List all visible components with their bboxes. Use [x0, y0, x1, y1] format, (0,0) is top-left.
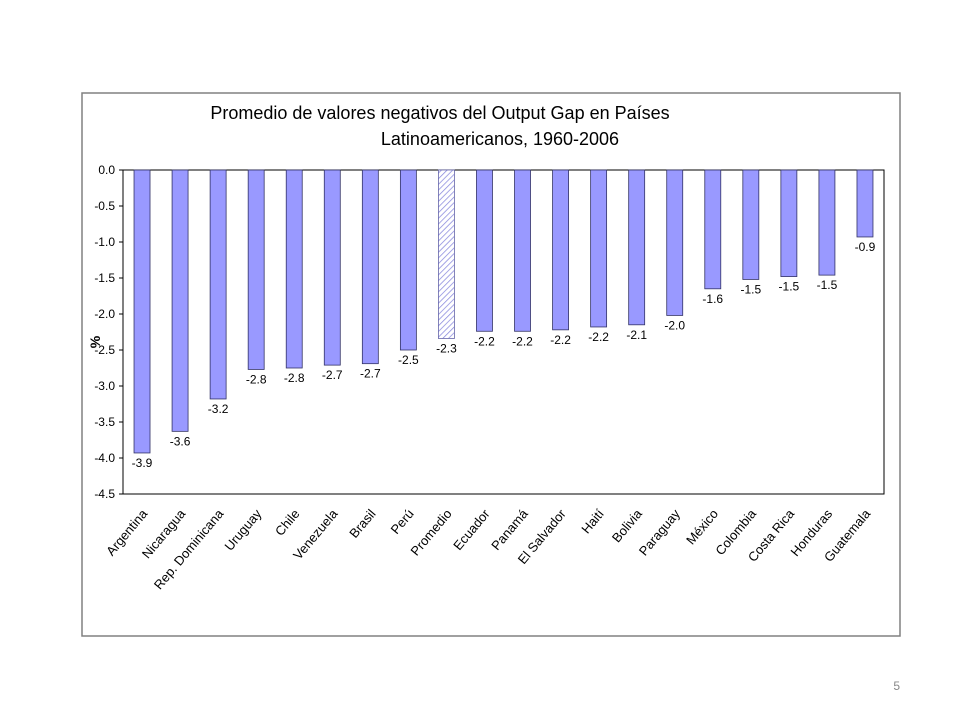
- bar: [247, 169, 265, 370]
- y-tick-label: -3.5: [94, 415, 115, 429]
- bar: [742, 169, 760, 280]
- value-label: -1.5: [817, 278, 838, 292]
- y-tick-label: 0.0: [98, 163, 115, 177]
- bar: [438, 169, 455, 339]
- y-tick-label: -0.5: [94, 199, 115, 213]
- value-label: -2.1: [626, 328, 647, 342]
- value-label: -1.6: [702, 292, 723, 306]
- value-label: -3.2: [208, 402, 229, 416]
- page-number: 5: [893, 679, 900, 693]
- value-label: -2.2: [474, 334, 495, 348]
- value-label: -3.6: [170, 434, 191, 448]
- value-label: -2.2: [550, 333, 571, 347]
- value-label: -1.5: [740, 282, 761, 296]
- bar: [514, 169, 531, 332]
- bar: [552, 169, 569, 331]
- y-tick-label: -4.5: [94, 487, 115, 501]
- y-tick-label: -1.0: [94, 235, 115, 249]
- chart-title: Promedio de valores negativos del Output…: [210, 103, 669, 123]
- y-tick-label: -4.0: [94, 451, 115, 465]
- bar: [399, 169, 417, 351]
- y-axis-label: %: [87, 335, 103, 348]
- bar: [476, 169, 493, 332]
- bar: [856, 169, 874, 238]
- bar: [590, 169, 608, 328]
- y-tick-label: -3.0: [94, 379, 115, 393]
- value-label: -2.7: [360, 367, 381, 381]
- bar: [323, 169, 341, 366]
- value-label: -2.5: [398, 353, 419, 367]
- bar: [209, 169, 227, 400]
- value-label: -0.9: [855, 240, 876, 254]
- y-tick-label: -1.5: [94, 271, 115, 285]
- bar: [285, 169, 303, 369]
- y-tick-label: -2.0: [94, 307, 115, 321]
- bar: [780, 169, 798, 277]
- y-tick-label: -2.5: [94, 343, 115, 357]
- value-label: -2.3: [436, 341, 457, 355]
- value-label: -2.8: [284, 371, 305, 385]
- bar: [818, 169, 836, 276]
- plot-area: [122, 169, 885, 495]
- bar: [704, 169, 722, 290]
- bar: [133, 169, 151, 454]
- value-label: -2.8: [246, 372, 267, 386]
- bar: [666, 169, 684, 316]
- value-label: -2.0: [664, 318, 685, 332]
- value-label: -2.2: [588, 330, 609, 344]
- bar: [361, 169, 379, 365]
- chart-title: Latinoamericanos, 1960-2006: [381, 129, 619, 149]
- value-label: -2.2: [512, 334, 533, 348]
- bar: [171, 169, 189, 432]
- value-label: -2.7: [322, 368, 343, 382]
- value-label: -1.5: [779, 280, 800, 294]
- value-label: -3.9: [132, 456, 153, 470]
- bar: [628, 169, 646, 326]
